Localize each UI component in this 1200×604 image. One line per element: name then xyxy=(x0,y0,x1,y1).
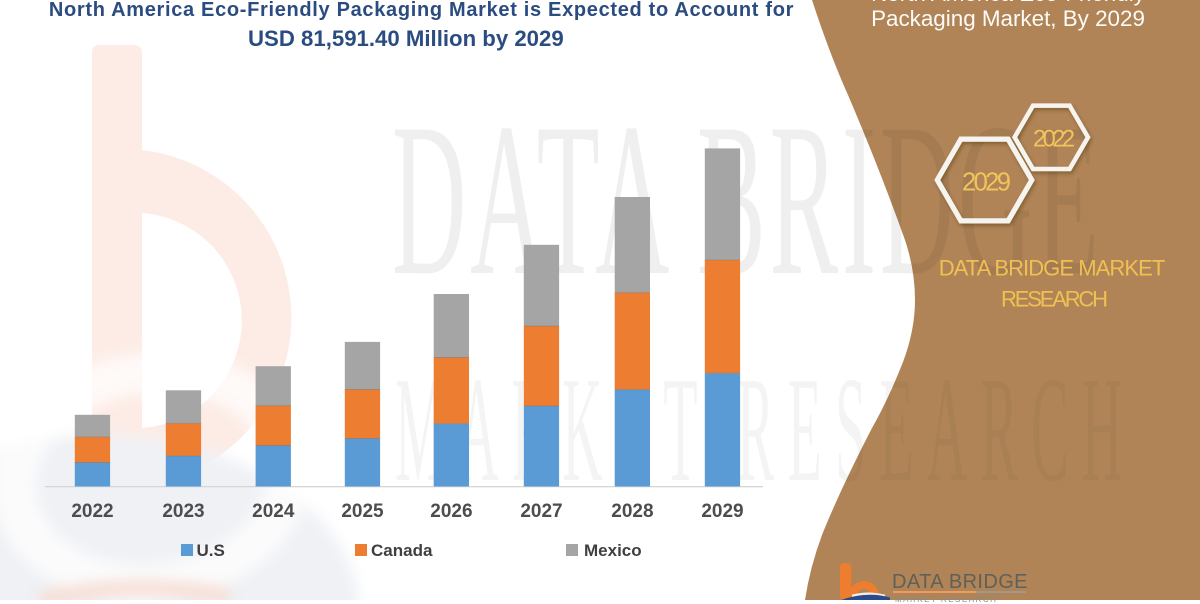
svg-text:2022: 2022 xyxy=(1033,127,1075,153)
svg-text:RESEARCH: RESEARCH xyxy=(1001,286,1108,311)
svg-text:DATA BRIDGE: DATA BRIDGE xyxy=(392,80,1103,322)
svg-text:MARKET RESEARCH: MARKET RESEARCH xyxy=(395,346,1135,513)
svg-text:DATA BRIDGE MARKET: DATA BRIDGE MARKET xyxy=(939,256,1166,281)
svg-text:2029: 2029 xyxy=(962,169,1011,197)
